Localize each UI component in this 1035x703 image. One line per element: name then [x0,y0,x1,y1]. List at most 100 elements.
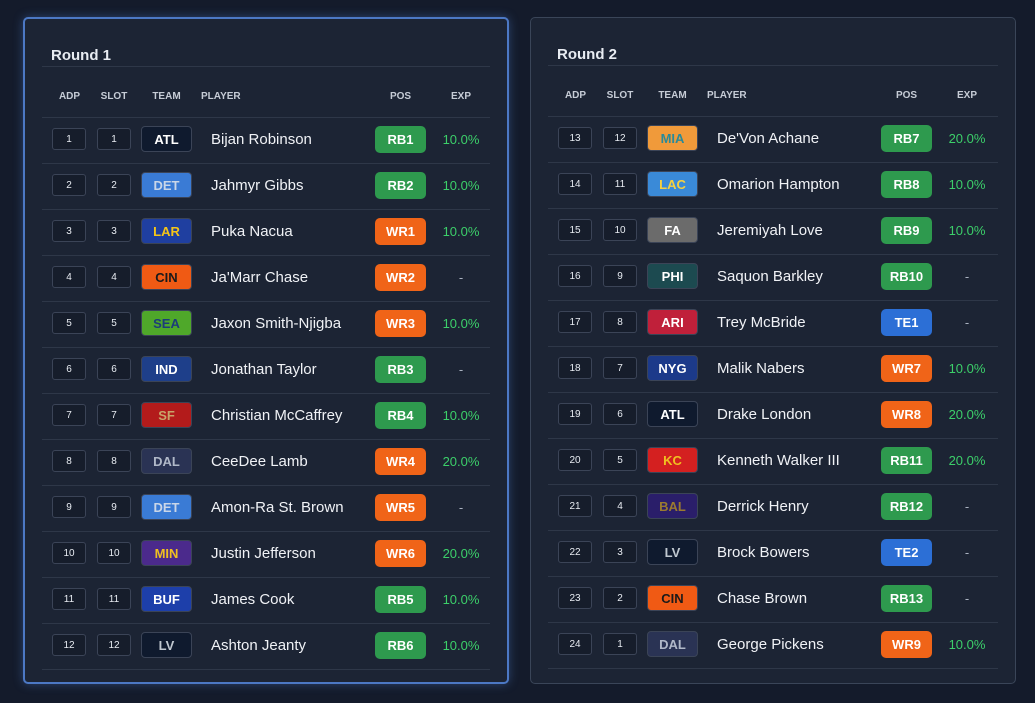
team-badge: ATL [141,126,192,152]
team-badge: PHI [647,263,698,289]
player-name[interactable]: Trey McBride [717,314,806,331]
team-badge: ATL [647,401,698,427]
round-title: Round 1 [51,47,111,64]
round-panel[interactable]: Round 2 ADP SLOT TEAM PLAYER POS EXP 13 12 MIA De'… [530,17,1016,684]
player-name[interactable]: Jahmyr Gibbs [211,177,304,194]
team-badge: DAL [141,448,192,474]
player-name[interactable]: Omarion Hampton [717,176,840,193]
pick-row: 4 4 CIN Ja'Marr Chase WR2 - [25,255,507,301]
slot: 2 [603,587,637,609]
slot: 4 [603,495,637,517]
row-divider [42,209,490,210]
slot: 9 [97,496,131,518]
row-divider [548,576,998,577]
player-name[interactable]: Puka Nacua [211,223,293,240]
pick-row: 19 6 ATL Drake London WR8 20.0% [531,392,1015,438]
team-badge: DAL [647,631,698,657]
player-name[interactable]: Jaxon Smith-Njigba [211,315,342,332]
column-header: EXP [956,90,977,101]
position-badge: WR5 [375,494,426,521]
column-header: PLAYER [201,91,241,102]
exposure: - [964,545,970,560]
player-name[interactable]: Christian McCaffrey [211,407,343,424]
adp: 22 [558,541,592,563]
adp: 16 [558,265,592,287]
player-name[interactable]: Saquon Barkley [717,268,823,285]
slot: 5 [603,449,637,471]
team-badge: BAL [647,493,698,519]
player-name[interactable]: CeeDee Lamb [211,453,308,470]
player-name[interactable]: Chase Brown [717,590,808,607]
round-panel: Round 1 ADP SLOT TEAM PLAYER POS EXP 1 1 ATL Bijan… [23,17,509,684]
exposure: - [458,270,464,285]
adp: 1 [52,128,86,150]
exposure: - [964,315,970,330]
column-header: ADP [58,91,81,102]
player-name[interactable]: James Cook [211,591,295,608]
player-name[interactable]: Drake London [717,406,812,423]
pick-row: 5 5 SEA Jaxon Smith-Njigba WR3 10.0% [25,301,507,347]
player-name[interactable]: Justin Jefferson [211,545,316,562]
team-badge: CIN [647,585,698,611]
row-divider [548,392,998,393]
divider [42,66,490,67]
adp: 19 [558,403,592,425]
player-name[interactable]: De'Von Achane [717,130,820,147]
divider [548,668,998,669]
row-divider [548,300,998,301]
team-badge: KC [647,447,698,473]
adp: 20 [558,449,592,471]
team-badge: LAR [141,218,192,244]
team-badge: FA [647,217,698,243]
pick-row: 23 2 CIN Chase Brown RB13 - [531,576,1015,622]
row-divider [42,347,490,348]
adp: 10 [52,542,86,564]
row-divider [42,439,490,440]
row-divider [42,393,490,394]
player-name[interactable]: Amon-Ra St. Brown [211,499,344,516]
player-name[interactable]: Jeremiyah Love [717,222,823,239]
player-name[interactable]: Malik Nabers [717,360,805,377]
player-name[interactable]: Ja'Marr Chase [211,269,309,286]
slot: 3 [97,220,131,242]
row-divider [42,623,490,624]
row-divider [42,531,490,532]
pick-row: 6 6 IND Jonathan Taylor RB3 - [25,347,507,393]
player-name[interactable]: Bijan Robinson [211,131,312,148]
row-divider [42,301,490,302]
pick-row: 18 7 NYG Malik Nabers WR7 10.0% [531,346,1015,392]
row-divider [42,577,490,578]
pick-row: 3 3 LAR Puka Nacua WR1 10.0% [25,209,507,255]
player-name[interactable]: Ashton Jeanty [211,637,307,654]
adp: 12 [52,634,86,656]
slot: 9 [603,265,637,287]
exposure: 10.0% [948,637,986,652]
player-name[interactable]: Derrick Henry [717,498,809,515]
column-header: EXP [450,91,471,102]
player-name[interactable]: Brock Bowers [717,544,810,561]
position-badge: WR7 [881,355,932,382]
player-name[interactable]: Jonathan Taylor [211,361,317,378]
row-divider [42,255,490,256]
exposure: 20.0% [442,546,480,561]
adp: 11 [52,588,86,610]
slot: 8 [97,450,131,472]
position-badge: RB12 [881,493,932,520]
position-badge: WR1 [375,218,426,245]
exposure: 10.0% [442,592,480,607]
column-header: POS [389,91,412,102]
slot: 12 [97,634,131,656]
position-badge: RB3 [375,356,426,383]
team-badge: LV [647,539,698,565]
slot: 7 [603,357,637,379]
player-name[interactable]: Kenneth Walker III [717,452,840,469]
player-name[interactable]: George Pickens [717,636,824,653]
position-badge: RB7 [881,125,932,152]
team-badge: BUF [141,586,192,612]
position-badge: RB9 [881,217,932,244]
adp: 13 [558,127,592,149]
divider [548,65,998,66]
adp: 6 [52,358,86,380]
row-divider [548,116,998,117]
